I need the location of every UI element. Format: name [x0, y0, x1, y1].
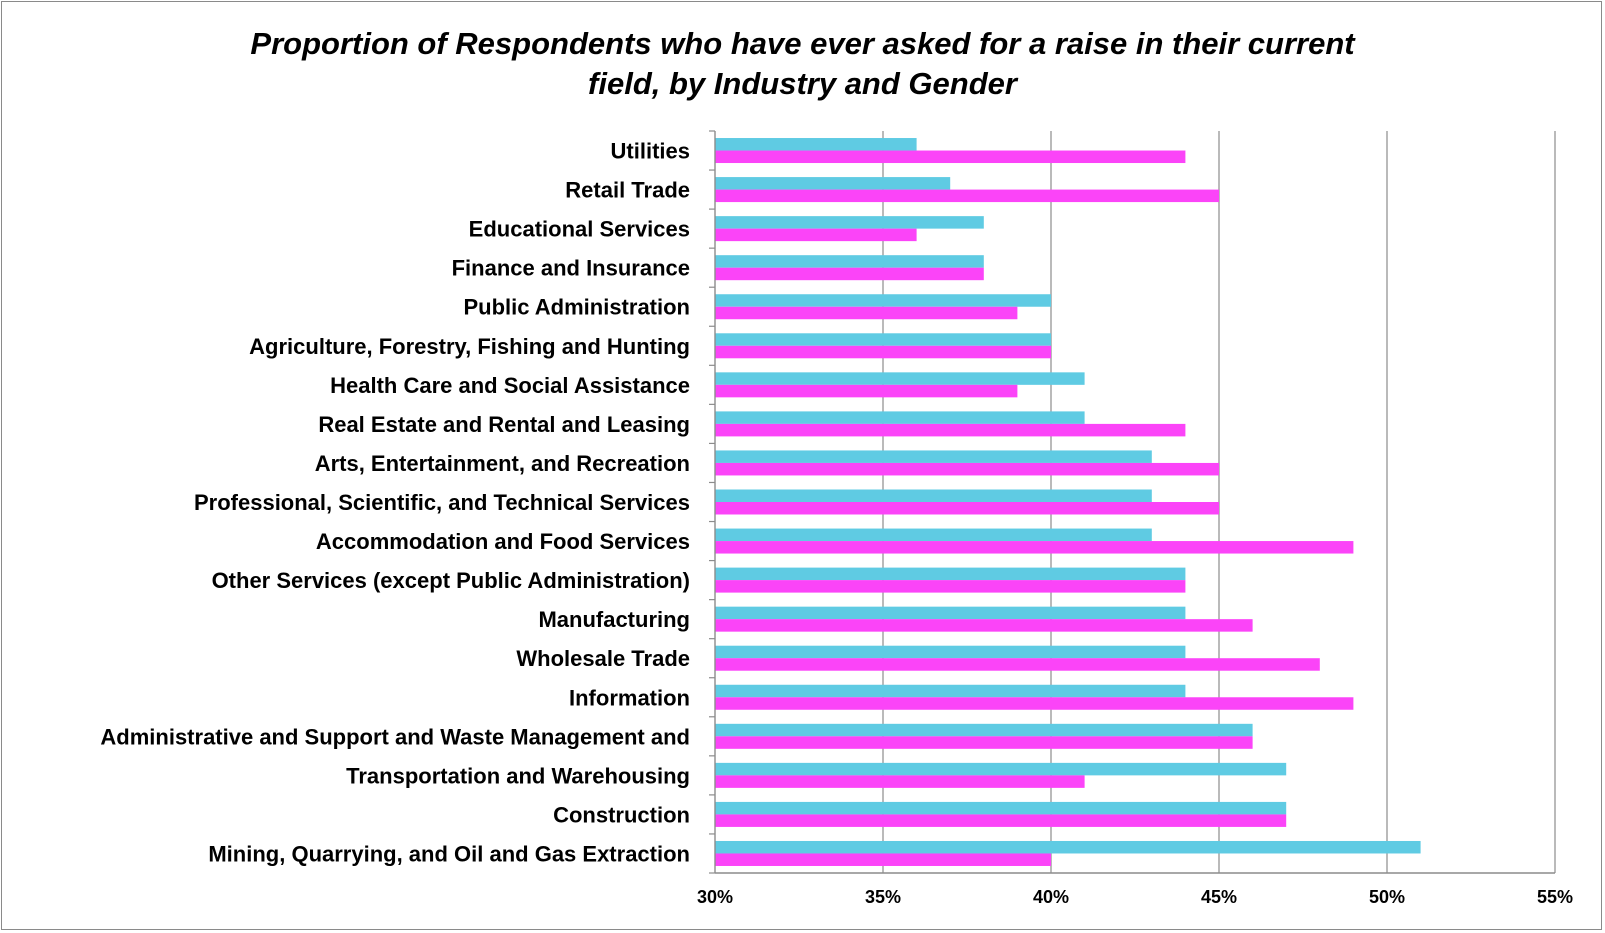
category-label: Manufacturing: [538, 607, 690, 632]
x-tick-label: 30%: [697, 887, 733, 907]
chart-title-line-2: field, by Industry and Gender: [588, 66, 1017, 101]
x-tick-label: 50%: [1369, 887, 1405, 907]
bar: [715, 762, 1287, 776]
bar: [715, 567, 1186, 581]
category-label: Professional, Scientific, and Technical …: [194, 490, 690, 515]
bar: [715, 138, 917, 151]
category-label: Arts, Entertainment, and Recreation: [315, 451, 690, 476]
bar: [715, 697, 1354, 710]
bar: [715, 541, 1354, 554]
bar: [715, 255, 984, 268]
bar: [715, 267, 984, 281]
bar: [715, 606, 1186, 620]
category-label: Finance and Insurance: [452, 256, 690, 281]
category-label: Educational Services: [469, 217, 690, 242]
chart-title-line-1: Proportion of Respondents who have ever …: [250, 26, 1355, 61]
bar: [715, 384, 1018, 398]
bar: [715, 177, 951, 190]
bar: [715, 814, 1287, 827]
bar: [715, 801, 1287, 815]
category-label: Administrative and Support and Waste Man…: [100, 724, 690, 749]
x-tick-label: 55%: [1537, 887, 1573, 907]
bar: [715, 228, 917, 242]
bar: [715, 306, 1018, 320]
bar: [715, 462, 1219, 476]
y-axis: [709, 130, 1555, 874]
bar: [715, 294, 1051, 307]
bar: [715, 489, 1152, 502]
bar: [715, 723, 1253, 737]
category-label: Transportation and Warehousing: [346, 763, 690, 788]
bar: [715, 333, 1051, 346]
x-tick-label: 45%: [1201, 887, 1237, 907]
category-labels: Utilities Retail Trade Educational Service…: [100, 139, 690, 867]
category-label: Health Care and Social Assistance: [330, 373, 690, 398]
bar: [715, 619, 1253, 632]
bar: [715, 189, 1219, 203]
bar: [715, 423, 1186, 437]
bar: [715, 736, 1253, 749]
category-label: Real Estate and Rental and Leasing: [318, 412, 690, 437]
bar: [715, 658, 1320, 671]
category-label: Accommodation and Food Services: [316, 529, 690, 554]
bar: [715, 853, 1051, 866]
bar: [715, 411, 1085, 424]
category-label: Mining, Quarrying, and Oil and Gas Extra…: [208, 841, 690, 866]
category-label: Utilities: [611, 139, 690, 164]
bar: [715, 528, 1152, 542]
chart-title: Proportion of Respondents who have ever …: [0, 24, 1605, 104]
category-label: Other Services (except Public Administra…: [212, 568, 690, 593]
bar: [715, 450, 1152, 463]
bar: [715, 684, 1186, 698]
bar: [715, 775, 1085, 788]
bar: [715, 345, 1051, 359]
category-label: Retail Trade: [565, 178, 690, 203]
bar: [715, 150, 1186, 164]
bars: [715, 138, 1421, 866]
bar: [715, 216, 984, 229]
category-label: Information: [569, 685, 690, 710]
bar: [715, 580, 1186, 593]
category-label: Agriculture, Forestry, Fishing and Hunti…: [249, 334, 690, 359]
bar: [715, 645, 1186, 659]
category-label: Construction: [553, 802, 690, 827]
bar: [715, 372, 1085, 385]
bar: [715, 502, 1219, 515]
x-tick-label: 40%: [1033, 887, 1069, 907]
category-label: Public Administration: [463, 295, 690, 320]
x-tick-label: 35%: [865, 887, 901, 907]
bar: [715, 840, 1421, 854]
x-tick-labels: 30% 35% 40% 45% 50% 55%: [697, 887, 1573, 907]
category-label: Wholesale Trade: [516, 646, 690, 671]
